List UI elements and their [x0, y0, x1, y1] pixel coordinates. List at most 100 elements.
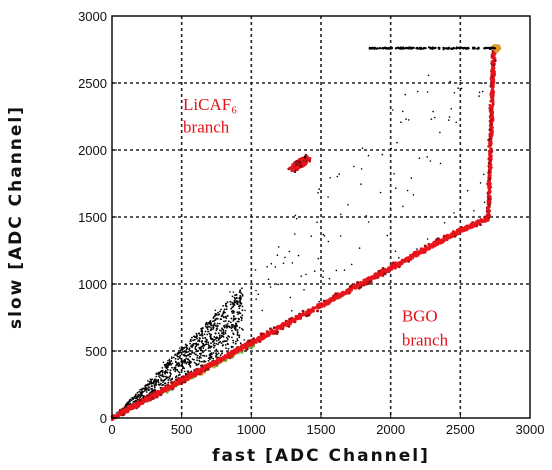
sparse-point: [453, 92, 456, 94]
bgo-line-point: [457, 228, 461, 232]
low-branch-point: [238, 297, 241, 300]
bgo-line-point: [328, 297, 332, 301]
bgo-line-point: [352, 285, 356, 288]
bgo-line-point: [282, 323, 286, 327]
saturation-point: [378, 47, 381, 50]
sparse-point: [389, 207, 392, 209]
low-branch-point: [225, 305, 228, 307]
x-axis-label: fast [ADC Channel]: [212, 446, 430, 466]
sparse-point: [300, 275, 303, 278]
low-branch-point: [213, 342, 216, 344]
low-branch-point: [233, 296, 236, 299]
low-branch-point: [222, 305, 225, 307]
saturation-point: [405, 47, 408, 50]
sparse-point: [214, 309, 217, 312]
bgo-line-point: [170, 381, 174, 384]
low-branch-point: [189, 349, 192, 352]
low-branch-point: [229, 326, 231, 329]
low-branch-point: [199, 349, 202, 352]
low-branch-point: [236, 339, 239, 342]
bgo-line-point: [305, 310, 309, 314]
sparse-point: [481, 90, 484, 93]
bgo-vertical-point: [487, 138, 491, 142]
low-branch-point: [231, 323, 234, 326]
low-branch-point: [190, 340, 192, 343]
low-branch-point: [233, 299, 236, 302]
bgo-line-point: [484, 219, 487, 223]
bgo-line-point: [443, 236, 447, 240]
low-branch-point: [240, 292, 243, 295]
bgo-line-point: [431, 244, 435, 248]
sparse-point: [274, 266, 277, 268]
low-branch-point: [238, 291, 241, 294]
low-branch-point: [160, 382, 162, 385]
low-branch-point: [176, 352, 179, 355]
low-branch-point: [220, 342, 223, 344]
bgo-line-point: [357, 286, 361, 290]
bgo-line-point: [417, 250, 421, 254]
bgo-line-point: [414, 254, 418, 258]
low-branch-point: [198, 337, 201, 339]
low-branch-point: [206, 323, 209, 326]
low-branch-point: [149, 378, 152, 381]
low-branch-point: [226, 301, 229, 303]
sparse-point: [147, 380, 149, 382]
low-branch-point: [196, 356, 199, 359]
saturation-point: [369, 47, 372, 50]
low-branch-point: [206, 339, 209, 341]
low-branch-point: [241, 314, 244, 317]
low-branch-point: [224, 320, 227, 322]
low-branch-point: [218, 334, 221, 337]
low-branch-point: [196, 350, 199, 353]
low-branch-point: [235, 323, 238, 325]
sparse-point: [267, 278, 270, 281]
low-branch-point: [193, 352, 196, 354]
low-branch-point: [194, 353, 197, 356]
low-branch-point: [208, 332, 211, 335]
sparse-point: [162, 361, 165, 364]
bgo-vertical-point: [488, 128, 492, 132]
bgo-line-point: [340, 292, 344, 296]
low-branch-point: [235, 297, 238, 300]
sparse-point: [303, 289, 305, 291]
bgo-vertical-point: [488, 151, 492, 155]
bgo-line-point: [225, 354, 229, 358]
low-branch-point: [225, 302, 228, 305]
bgo-vertical-point: [489, 119, 493, 122]
low-branch-point: [160, 379, 163, 382]
low-branch-point: [240, 297, 242, 299]
low-branch-point: [184, 343, 187, 346]
licaf-cluster-point: [302, 158, 306, 161]
sparse-point: [317, 191, 319, 194]
bgo-vertical-point: [486, 200, 490, 204]
bgo-line-point: [159, 391, 163, 395]
low-branch-point: [204, 325, 207, 328]
bgo-line-point: [123, 408, 127, 412]
low-branch-point: [210, 333, 213, 336]
low-branch-point: [231, 312, 234, 314]
annotations: LiCAF₆ branch BGO branch: [183, 95, 449, 350]
low-branch-point: [223, 320, 225, 323]
bgo-line-point: [248, 339, 252, 343]
bgo-vertical-point: [491, 101, 495, 105]
sparse-point: [229, 291, 231, 293]
bgo-line-point: [334, 292, 338, 296]
low-branch-point: [221, 335, 224, 337]
sparse-point: [424, 215, 427, 218]
bgo-vertical-point: [489, 142, 493, 146]
low-branch-point: [225, 308, 228, 311]
bgo-vertical-point: [489, 137, 493, 141]
bgo-line-point: [378, 273, 382, 277]
low-branch-point: [195, 362, 197, 365]
saturation-point: [453, 47, 456, 50]
low-branch-point: [177, 351, 180, 354]
sparse-point: [297, 254, 300, 257]
low-branch-point: [215, 352, 218, 355]
annotation-label: LiCAF₆: [183, 95, 237, 114]
low-branch-point: [141, 394, 144, 397]
sparse-point: [361, 147, 364, 149]
sparse-point: [243, 339, 245, 341]
low-branch-point: [201, 360, 203, 363]
low-branch-point: [164, 382, 167, 385]
